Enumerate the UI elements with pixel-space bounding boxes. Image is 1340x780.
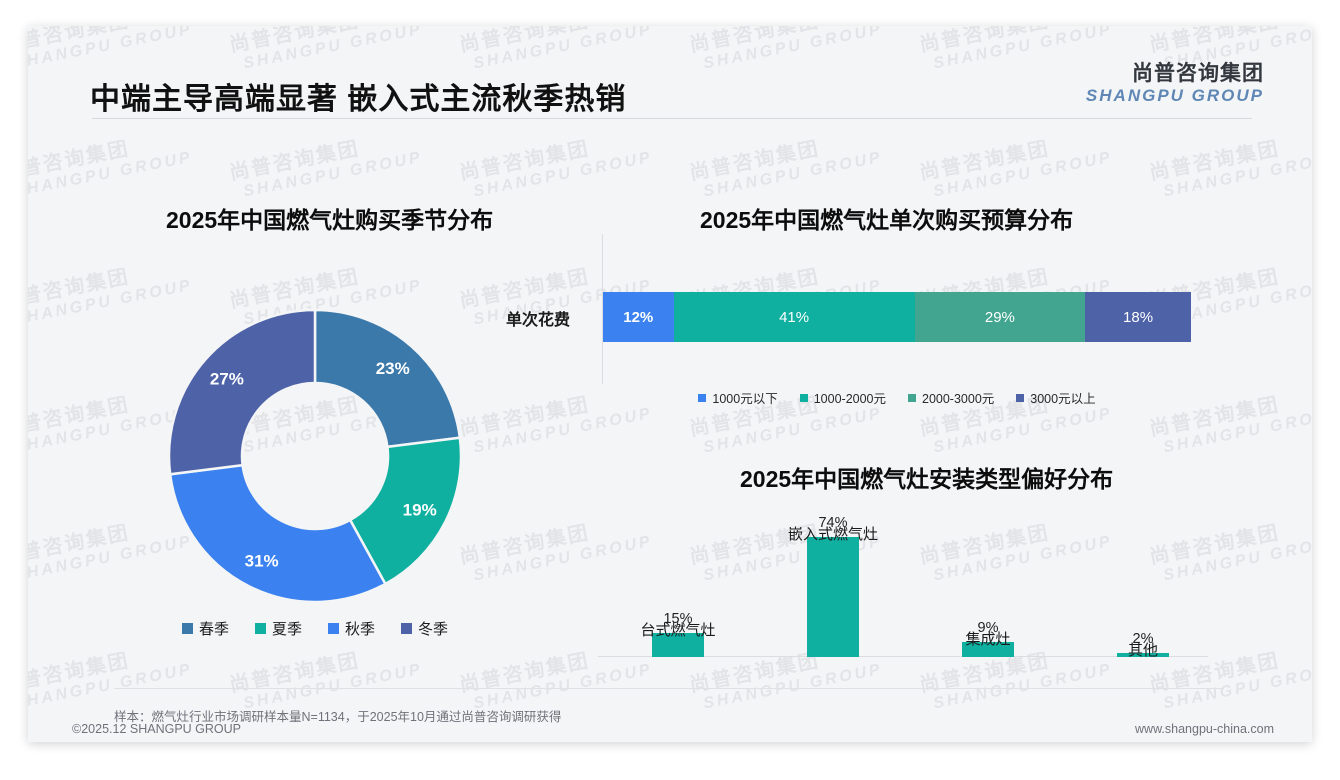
column-category-label: 嵌入式燃气灶 (787, 525, 878, 543)
legend-swatch-icon (1016, 393, 1025, 402)
stacked-bar-segment: 18% (1085, 292, 1191, 342)
legend-item: 夏季 (254, 618, 302, 639)
install-type-chart-title: 2025年中国燃气灶安装类型偏好分布 (740, 466, 1114, 492)
legend-swatch-icon (254, 623, 266, 634)
donut-svg: 23% 19% 31% 27% (167, 308, 463, 604)
column-bar (962, 642, 1014, 657)
donut-slice (348, 436, 463, 586)
legend-item: 2000-3000元 (908, 388, 994, 407)
footnote-divider (114, 688, 1224, 689)
legend-item: 春季 (181, 618, 229, 639)
season-donut-chart: 23% 19% 31% 27% (140, 281, 490, 631)
donut-slice-label: 23% (376, 359, 410, 378)
column-value-label: 74% (818, 514, 848, 531)
donut-slice-label: 27% (210, 369, 244, 388)
donut-slice (168, 463, 388, 604)
legend-swatch-icon (401, 623, 413, 634)
stacked-bar-segment: 12% (603, 292, 674, 342)
legend-label: 1000元以下 (712, 392, 778, 406)
budget-axis-line (602, 234, 603, 384)
stacked-bar-segment: 41% (673, 292, 915, 342)
budget-row-label: 单次花费 (506, 312, 571, 329)
donut-legend: 春季 夏季 秋季 冬季 (140, 618, 490, 639)
column-bar (652, 632, 704, 657)
legend-label: 1000-2000元 (813, 392, 886, 406)
legend-item: 1000-2000元 (799, 388, 886, 407)
legend-label: 秋季 (345, 621, 376, 638)
logo-chinese-text: 尚普咨询集团 (1132, 62, 1264, 85)
budget-chart-title: 2025年中国燃气灶单次购买预算分布 (700, 207, 1074, 233)
budget-legend: 1000元以下 1000-2000元 2000-3000元 3000元以上 (603, 388, 1191, 407)
legend-swatch-icon (698, 393, 707, 402)
company-logo: 尚普咨询集团 SHANGPU GROUP (1086, 62, 1264, 105)
legend-label: 2000-3000元 (922, 392, 995, 406)
donut-slice-label: 19% (403, 500, 437, 519)
legend-swatch-icon (799, 393, 808, 402)
legend-swatch-icon (328, 623, 339, 634)
legend-item: 秋季 (328, 618, 375, 639)
legend-label: 春季 (198, 621, 229, 638)
page-title: 中端主导高端显著 嵌入式主流秋季热销 (90, 83, 627, 116)
logo-english-text: SHANGPU GROUP (1085, 85, 1264, 105)
legend-item: 3000元以上 (1016, 388, 1096, 407)
slide-footer: ©2025.12 SHANGPU GROUP www.shangpu-china… (28, 722, 1312, 780)
install-type-column-chart: 15% 台式燃气灶 74% 嵌入式燃气灶 9% 集成灶 2% 其他 (568, 488, 1218, 703)
legend-item: 冬季 (401, 618, 448, 639)
donut-slice (167, 308, 317, 476)
legend-label: 冬季 (418, 621, 449, 638)
legend-item: 1000元以下 (698, 388, 778, 407)
column-group: 9% 集成灶 (913, 620, 1063, 657)
column-group: 2% 其他 (1068, 631, 1218, 659)
footer-website: www.shangpu-china.com (1135, 722, 1274, 736)
slide-card: 尚普咨询集团 SHANGPU GROUP 尚普咨询集团 SHANGPU GROUP 尚普… (28, 26, 1312, 742)
legend-label: 夏季 (271, 621, 302, 638)
column-value-label: 2% (1132, 631, 1154, 647)
slide-header: 中端主导高端显著 嵌入式主流秋季热销 尚普咨询集团 SHANGPU GROUP (28, 26, 1312, 119)
column-value-label: 15% (663, 610, 693, 627)
footnote-text: 样本：燃气灶行业市场调研样本量N=1134，于2025年10月通过尚普咨询调研获… (114, 710, 562, 724)
header-divider (92, 118, 1252, 119)
legend-swatch-icon (181, 623, 193, 634)
column-bar (807, 536, 859, 657)
donut-slice (313, 308, 462, 449)
budget-stacked-bar: 12% 41% 29% 18% (603, 292, 1191, 342)
column-baseline (598, 656, 1208, 657)
column-bar (1117, 653, 1169, 657)
column-group: 74% 嵌入式燃气灶 (758, 515, 908, 657)
column-category-label: 台式燃气灶 (640, 621, 716, 639)
stacked-bar-segment: 29% (914, 292, 1086, 342)
column-category-label: 集成灶 (965, 631, 1011, 649)
legend-swatch-icon (908, 393, 916, 402)
legend-label: 3000元以上 (1030, 392, 1096, 406)
column-group: 15% 台式燃气灶 (603, 611, 753, 657)
donut-chart-title: 2025年中国燃气灶购买季节分布 (166, 207, 494, 233)
column-value-label: 9% (977, 620, 999, 637)
column-category-label: 其他 (1127, 642, 1158, 659)
donut-slice-label: 31% (245, 552, 279, 571)
footer-copyright: ©2025.12 SHANGPU GROUP (72, 722, 241, 736)
